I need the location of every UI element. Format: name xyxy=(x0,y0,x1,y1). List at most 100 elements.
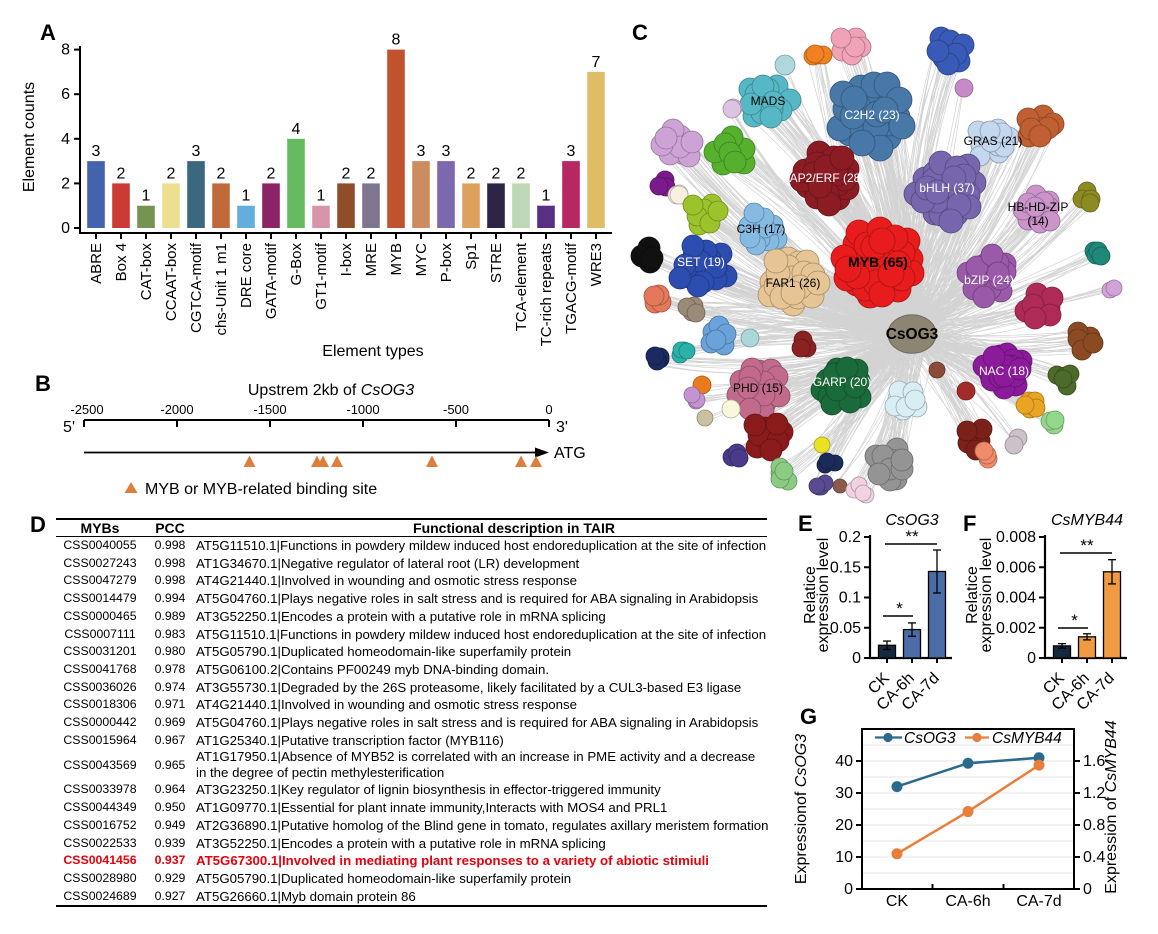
svg-text:GATA-motif: GATA-motif xyxy=(263,242,280,319)
svg-text:P-box: P-box xyxy=(438,243,455,283)
svg-text:7: 7 xyxy=(592,54,601,71)
svg-text:1: 1 xyxy=(317,188,326,205)
svg-text:20: 20 xyxy=(835,817,853,834)
svg-text:0.1: 0.1 xyxy=(839,590,861,607)
svg-text:8: 8 xyxy=(392,32,401,49)
svg-text:5': 5' xyxy=(63,419,75,436)
svg-text:CAT-box: CAT-box xyxy=(138,243,155,301)
svg-text:2: 2 xyxy=(267,165,276,182)
svg-text:1: 1 xyxy=(142,188,151,205)
svg-text:2: 2 xyxy=(217,165,226,182)
svg-text:CGTCA-motif: CGTCA-motif xyxy=(188,242,205,333)
svg-text:G: G xyxy=(800,704,817,729)
svg-text:C: C xyxy=(632,20,648,45)
svg-text:2: 2 xyxy=(342,165,351,182)
svg-text:CK: CK xyxy=(886,893,909,910)
svg-text:ATG: ATG xyxy=(554,445,586,462)
svg-text:2: 2 xyxy=(467,165,476,182)
svg-text:STRE: STRE xyxy=(488,243,505,283)
svg-text:**: ** xyxy=(905,527,919,546)
svg-text:FAR1 (26): FAR1 (26) xyxy=(766,276,821,290)
svg-text:2: 2 xyxy=(492,165,501,182)
svg-text:Relatice: Relatice xyxy=(802,566,819,624)
svg-text:1: 1 xyxy=(242,188,251,205)
svg-text:3: 3 xyxy=(192,143,201,160)
svg-text:40: 40 xyxy=(835,753,853,770)
svg-text:Sp1: Sp1 xyxy=(463,243,480,270)
svg-text:C2H2 (23): C2H2 (23) xyxy=(844,108,899,122)
svg-text:1: 1 xyxy=(542,188,551,205)
svg-text:10: 10 xyxy=(835,849,853,866)
svg-text:4: 4 xyxy=(292,121,301,138)
svg-text:-2500: -2500 xyxy=(70,402,103,417)
svg-text:0: 0 xyxy=(852,650,861,667)
svg-text:0: 0 xyxy=(61,220,70,237)
svg-text:NAC (18): NAC (18) xyxy=(979,364,1029,378)
svg-text:0.15: 0.15 xyxy=(830,559,861,576)
svg-text:G-Box: G-Box xyxy=(288,243,305,286)
svg-text:Box 4: Box 4 xyxy=(113,243,130,281)
svg-text:ABRE: ABRE xyxy=(88,243,105,284)
svg-text:0.006: 0.006 xyxy=(996,559,1036,576)
svg-text:0.8: 0.8 xyxy=(1083,817,1105,834)
svg-text:MRE: MRE xyxy=(363,243,380,276)
svg-text:Element types: Element types xyxy=(322,343,423,360)
svg-text:*: * xyxy=(1071,611,1078,630)
svg-text:MYC: MYC xyxy=(413,243,430,277)
svg-text:MYB (65): MYB (65) xyxy=(848,254,908,270)
svg-text:(14): (14) xyxy=(1027,214,1048,228)
svg-text:WRE3: WRE3 xyxy=(588,243,605,286)
svg-text:8: 8 xyxy=(61,42,70,59)
svg-text:B: B xyxy=(35,371,51,396)
svg-text:CsMYB44: CsMYB44 xyxy=(992,730,1062,747)
svg-text:MYB: MYB xyxy=(388,243,405,276)
svg-text:chs-Unit 1 m1: chs-Unit 1 m1 xyxy=(213,243,230,336)
svg-text:HB-HD-ZIP: HB-HD-ZIP xyxy=(1008,200,1069,214)
svg-text:expression level: expression level xyxy=(815,538,832,653)
svg-text:MADS: MADS xyxy=(751,94,786,108)
svg-text:CA-6h: CA-6h xyxy=(945,893,990,910)
svg-text:GARP (20): GARP (20) xyxy=(813,375,871,389)
svg-text:1.6: 1.6 xyxy=(1083,753,1105,770)
svg-text:PHD (15): PHD (15) xyxy=(733,381,783,395)
svg-text:CsMYB44: CsMYB44 xyxy=(1051,512,1123,529)
svg-text:0.004: 0.004 xyxy=(996,590,1036,607)
svg-text:bHLH (37): bHLH (37) xyxy=(919,181,974,195)
svg-text:-1000: -1000 xyxy=(346,402,379,417)
svg-text:-1500: -1500 xyxy=(253,402,286,417)
svg-text:0: 0 xyxy=(1083,881,1092,898)
svg-text:F: F xyxy=(963,511,976,536)
svg-text:0.002: 0.002 xyxy=(996,620,1036,637)
svg-text:3': 3' xyxy=(556,419,568,436)
svg-text:2: 2 xyxy=(61,175,70,192)
svg-text:A: A xyxy=(40,20,56,45)
svg-text:CCAAT-box: CCAAT-box xyxy=(163,243,180,322)
svg-text:0: 0 xyxy=(844,881,853,898)
svg-text:30: 30 xyxy=(835,785,853,802)
svg-text:0: 0 xyxy=(1027,650,1036,667)
svg-text:-2000: -2000 xyxy=(160,402,193,417)
svg-text:bZIP (24): bZIP (24) xyxy=(964,273,1014,287)
svg-text:2: 2 xyxy=(517,165,526,182)
svg-text:2: 2 xyxy=(117,165,126,182)
svg-text:C3H (17): C3H (17) xyxy=(737,222,786,236)
svg-text:3: 3 xyxy=(92,143,101,160)
svg-text:MYB or MYB-related binding sit: MYB or MYB-related binding site xyxy=(145,481,377,498)
svg-text:Element counts: Element counts xyxy=(21,82,38,192)
svg-text:CA-7d: CA-7d xyxy=(1016,893,1061,910)
svg-text:2: 2 xyxy=(367,165,376,182)
svg-text:GT1-motif: GT1-motif xyxy=(313,242,330,310)
svg-text:*: * xyxy=(896,599,903,618)
svg-text:TCA-element: TCA-element xyxy=(513,242,530,331)
svg-text:2: 2 xyxy=(167,165,176,182)
svg-text:6: 6 xyxy=(61,86,70,103)
svg-text:GRAS (21): GRAS (21) xyxy=(964,134,1023,148)
svg-text:E: E xyxy=(798,511,813,536)
svg-text:0.008: 0.008 xyxy=(996,529,1036,546)
svg-text:expression level: expression level xyxy=(978,538,995,653)
svg-text:0: 0 xyxy=(545,402,552,417)
svg-text:0.2: 0.2 xyxy=(839,529,861,546)
svg-text:SET (19): SET (19) xyxy=(677,255,725,269)
svg-text:Relatice: Relatice xyxy=(964,566,981,624)
svg-text:3: 3 xyxy=(417,143,426,160)
